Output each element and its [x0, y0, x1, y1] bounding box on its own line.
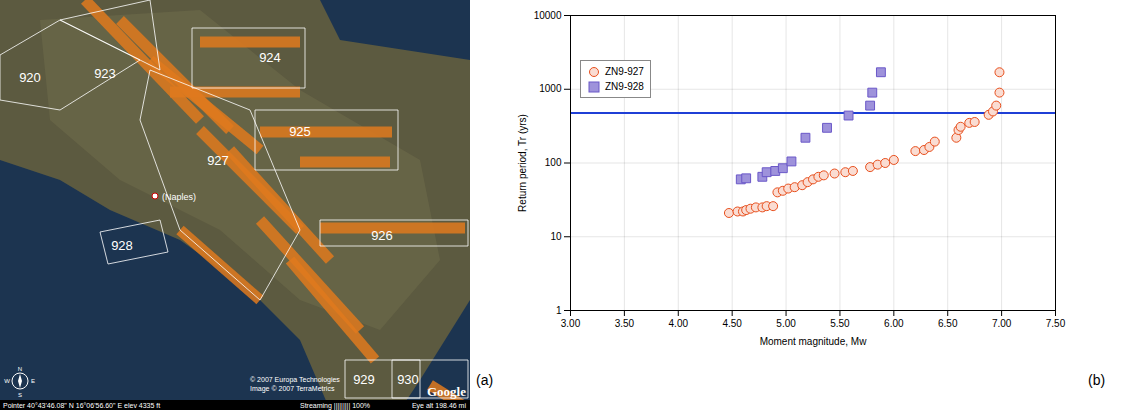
svg-text:5.00: 5.00 [776, 318, 796, 329]
svg-text:W: W [4, 378, 10, 384]
svg-text:© 2007 Europa Technologies: © 2007 Europa Technologies [250, 376, 340, 384]
svg-text:(Naples): (Naples) [162, 192, 196, 202]
svg-text:100: 100 [545, 157, 562, 168]
svg-text:925: 925 [289, 124, 311, 139]
svg-text:Pointer 40°43'46.08" N 16°06': Pointer 40°43'46.08" N 16°06'56.60" E el… [3, 402, 160, 409]
svg-text:N: N [18, 366, 22, 372]
svg-text:4.50: 4.50 [722, 318, 742, 329]
svg-text:7.50: 7.50 [1046, 318, 1066, 329]
svg-text:6.50: 6.50 [938, 318, 958, 329]
svg-text:924: 924 [259, 50, 281, 65]
svg-text:7.00: 7.00 [992, 318, 1012, 329]
svg-text:923: 923 [94, 66, 116, 81]
svg-text:Google: Google [427, 384, 466, 399]
svg-text:1000: 1000 [539, 83, 562, 94]
svg-text:E: E [31, 378, 35, 384]
svg-text:S: S [18, 392, 22, 398]
html-text:(b): (b) [1088, 372, 1106, 388]
svg-text:926: 926 [371, 228, 393, 243]
html-text:ZN9-927: ZN9-927 [605, 66, 644, 77]
svg-text:920: 920 [19, 70, 41, 85]
svg-text:930: 930 [397, 372, 419, 387]
svg-text:10: 10 [550, 231, 562, 242]
svg-text:10000: 10000 [534, 10, 562, 21]
svg-text:Moment magnitude, Mw: Moment magnitude, Mw [760, 336, 867, 347]
svg-text:Image © 2007 TerraMetrics: Image © 2007 TerraMetrics [250, 385, 335, 393]
svg-text:Streaming ||||||||| 100%: Streaming ||||||||| 100% [300, 402, 370, 410]
svg-text:927: 927 [207, 153, 229, 168]
svg-text:4.00: 4.00 [669, 318, 689, 329]
html-text:ZN9-928: ZN9-928 [605, 81, 644, 92]
html-text:(a): (a) [476, 372, 494, 388]
svg-text:3.00: 3.00 [561, 318, 581, 329]
svg-text:1: 1 [556, 305, 562, 316]
svg-text:928: 928 [111, 238, 133, 253]
svg-text:Eye alt 198.46 mi: Eye alt 198.46 mi [412, 402, 467, 410]
svg-text:3.50: 3.50 [615, 318, 635, 329]
svg-text:Return period, Tr (yrs): Return period, Tr (yrs) [517, 114, 528, 212]
svg-text:6.00: 6.00 [884, 318, 904, 329]
svg-text:929: 929 [353, 372, 375, 387]
svg-text:5.50: 5.50 [830, 318, 850, 329]
